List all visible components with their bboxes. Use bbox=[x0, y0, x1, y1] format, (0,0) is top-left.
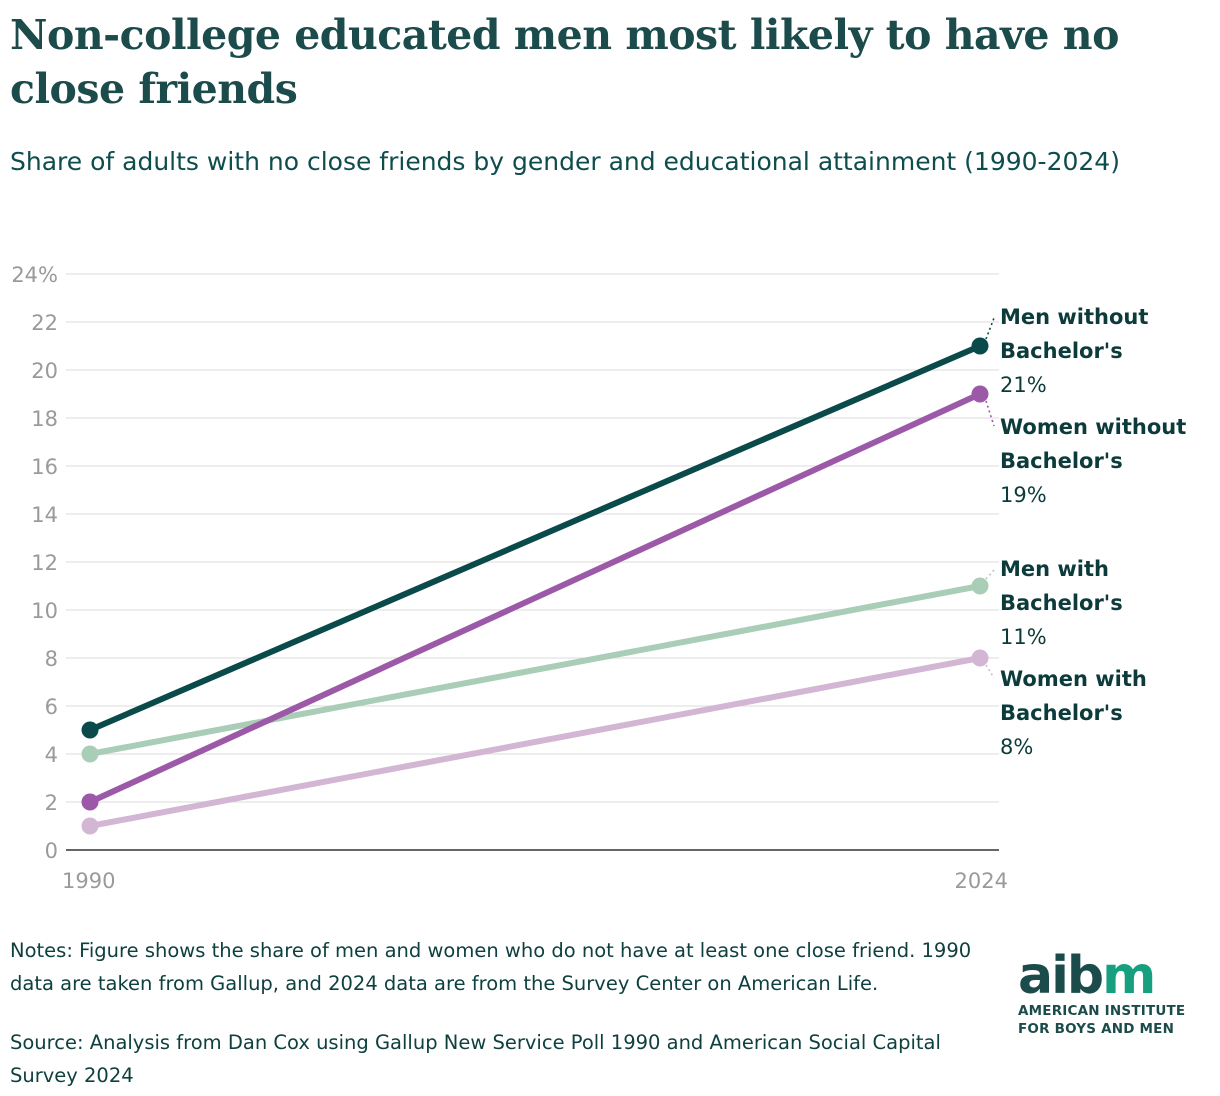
y-tick-label: 6 bbox=[45, 695, 58, 719]
y-tick-label: 2 bbox=[45, 791, 58, 815]
y-tick-label: 4 bbox=[45, 743, 58, 767]
label-leader bbox=[985, 317, 995, 340]
y-tick-label: 22 bbox=[31, 311, 58, 335]
data-point bbox=[971, 577, 989, 595]
series-value-label: 19% bbox=[1000, 483, 1047, 507]
series-labels: Men without Bachelor's 21% Women without Bac… bbox=[985, 305, 1186, 759]
y-tick-label: 8 bbox=[45, 647, 58, 671]
y-tick-label: 14 bbox=[31, 503, 58, 527]
series-label-name: Men with bbox=[1000, 557, 1109, 581]
series-value-label: 8% bbox=[1000, 735, 1033, 759]
chart-subtitle: Share of adults with no close friends by… bbox=[10, 147, 1120, 176]
y-tick-label: 20 bbox=[31, 359, 58, 383]
x-axis-ticks: 1990 2024 bbox=[62, 869, 1008, 893]
aibm-logo: aibm AMERICAN INSTITUTE FOR BOYS AND MEN bbox=[1018, 950, 1218, 1038]
series-line bbox=[87, 391, 983, 805]
x-tick-label: 2024 bbox=[955, 869, 1008, 893]
series-label-name: Bachelor's bbox=[1000, 591, 1123, 615]
series-label-name: Bachelor's bbox=[1000, 449, 1123, 473]
y-tick-label: 0 bbox=[45, 839, 58, 863]
series-line bbox=[87, 583, 983, 757]
label-leader bbox=[985, 400, 995, 427]
logo-line-1: AMERICAN INSTITUTE bbox=[1018, 1003, 1186, 1019]
y-axis-ticks: 0 2 4 6 8 10 12 14 16 18 20 22 24% bbox=[11, 263, 58, 863]
data-point bbox=[81, 745, 99, 763]
y-tick-label: 12 bbox=[31, 551, 58, 575]
source: Source: Analysis from Dan Cox using Gall… bbox=[10, 1031, 941, 1087]
y-tick-label: 24% bbox=[11, 263, 58, 287]
data-point bbox=[971, 649, 989, 667]
data-point bbox=[971, 337, 989, 355]
series-label-name: Women without bbox=[1000, 415, 1186, 439]
label-leader bbox=[985, 569, 995, 580]
series-line bbox=[87, 343, 983, 733]
series-label-name: Men without bbox=[1000, 305, 1148, 329]
logo-word-a: aib bbox=[1018, 946, 1104, 1006]
y-tick-label: 16 bbox=[31, 455, 58, 479]
data-point bbox=[81, 817, 99, 835]
data-point bbox=[971, 385, 989, 403]
series-value-label: 11% bbox=[1000, 625, 1047, 649]
y-tick-label: 18 bbox=[31, 407, 58, 431]
logo-line-2: FOR BOYS AND MEN bbox=[1018, 1021, 1175, 1037]
data-point bbox=[81, 793, 99, 811]
series-value-label: 21% bbox=[1000, 373, 1047, 397]
series-lines bbox=[81, 337, 989, 835]
series-label-name: Bachelor's bbox=[1000, 339, 1123, 363]
logo-word-b: m bbox=[1102, 946, 1156, 1006]
line-chart: 0 2 4 6 8 10 12 14 16 18 20 22 24% 1990 2024 Men with… bbox=[11, 263, 1186, 893]
gridlines bbox=[66, 273, 999, 851]
data-point bbox=[81, 721, 99, 739]
series-label-name: Women with bbox=[1000, 667, 1147, 691]
series-line bbox=[87, 655, 983, 829]
chart-title: Non-college educated men most likely to … bbox=[10, 11, 1119, 113]
series-label-name: Bachelor's bbox=[1000, 701, 1123, 725]
notes: Notes: Figure shows the share of men and… bbox=[10, 939, 972, 995]
logo-wordmark: aibm bbox=[1018, 950, 1218, 1002]
label-leader bbox=[985, 664, 995, 679]
y-tick-label: 10 bbox=[31, 599, 58, 623]
x-tick-label: 1990 bbox=[62, 869, 115, 893]
